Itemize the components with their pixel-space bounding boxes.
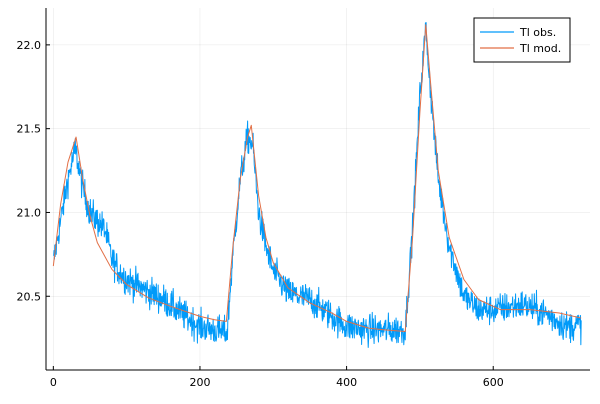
legend-label-1: Tl mod.: [519, 42, 561, 55]
legend-label-0: Tl obs.: [519, 26, 556, 39]
x-tick-label: 600: [483, 376, 504, 389]
x-tick-label: 200: [189, 376, 210, 389]
y-tick-label: 20.5: [17, 290, 42, 303]
y-tick-label: 22.0: [17, 39, 42, 52]
y-tick-label: 21.5: [17, 123, 42, 136]
axes: 0 200 400 600 20.5 21.0 21.5 22.0: [17, 8, 590, 389]
series-line-1: [52, 24, 582, 332]
series-line-0: [53, 22, 582, 348]
x-tick-label: 0: [50, 376, 57, 389]
series-lines: [52, 22, 582, 348]
legend-box: [473, 17, 571, 63]
legend: Tl obs. Tl mod.: [473, 17, 571, 63]
y-tick-label: 21.0: [17, 206, 42, 219]
x-tick-label: 400: [336, 376, 357, 389]
